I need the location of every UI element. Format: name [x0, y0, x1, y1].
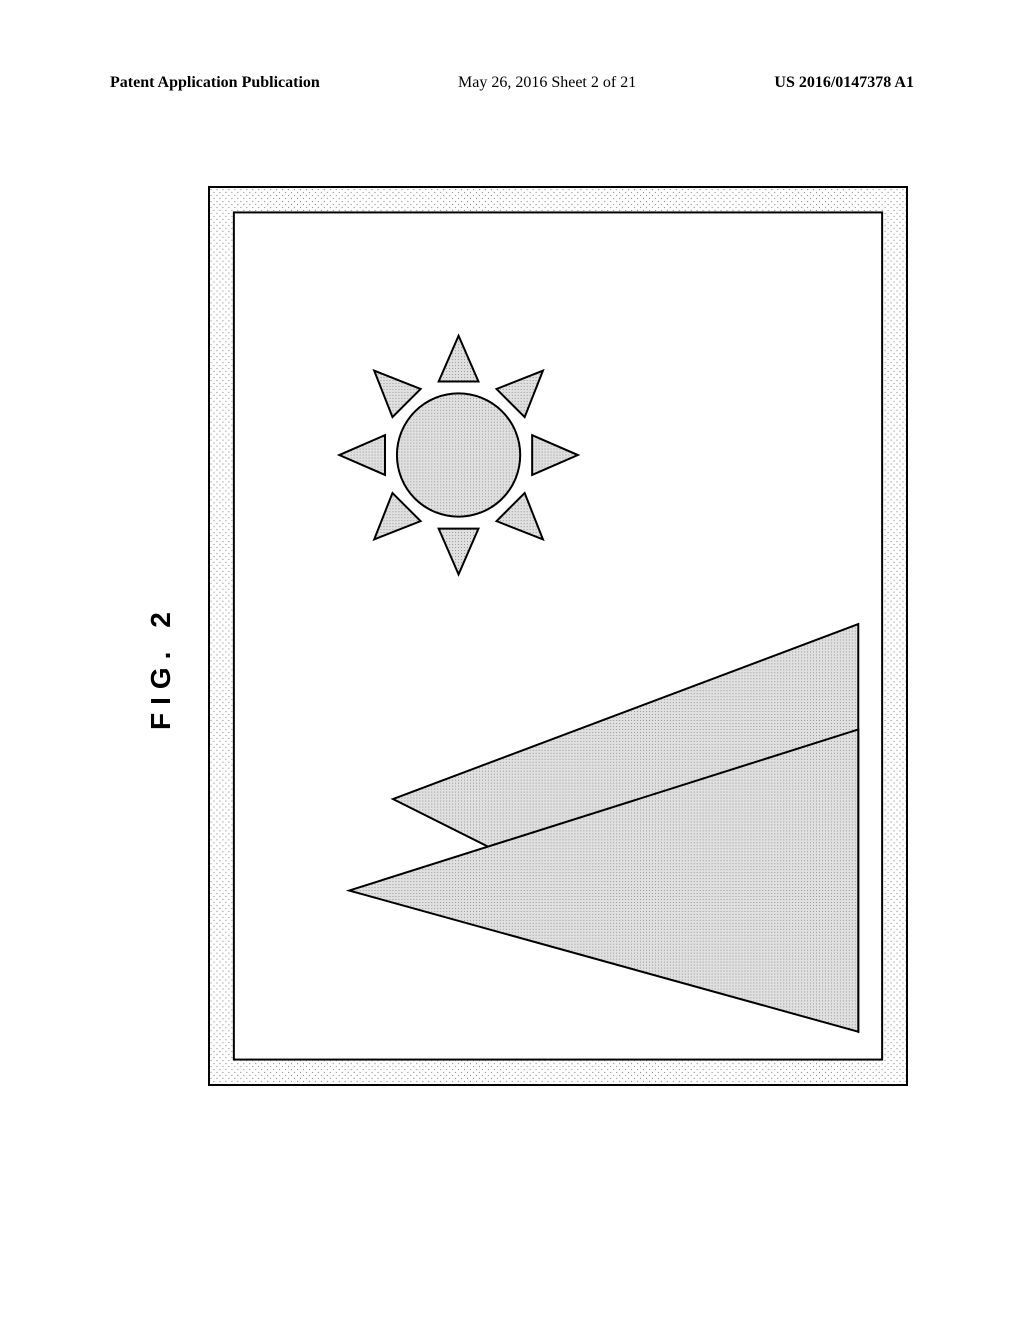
sun-disc	[397, 393, 520, 516]
figure-svg	[210, 188, 906, 1084]
sheet-info: May 26, 2016 Sheet 2 of 21	[458, 74, 636, 92]
publication-number: US 2016/0147378 A1	[774, 74, 914, 92]
publication-label: Patent Application Publication	[110, 74, 320, 92]
sun-icon	[339, 336, 578, 575]
page-header: Patent Application Publication May 26, 2…	[0, 74, 1024, 92]
figure-label: FIG. 2	[145, 604, 177, 730]
figure-container	[208, 186, 908, 1086]
